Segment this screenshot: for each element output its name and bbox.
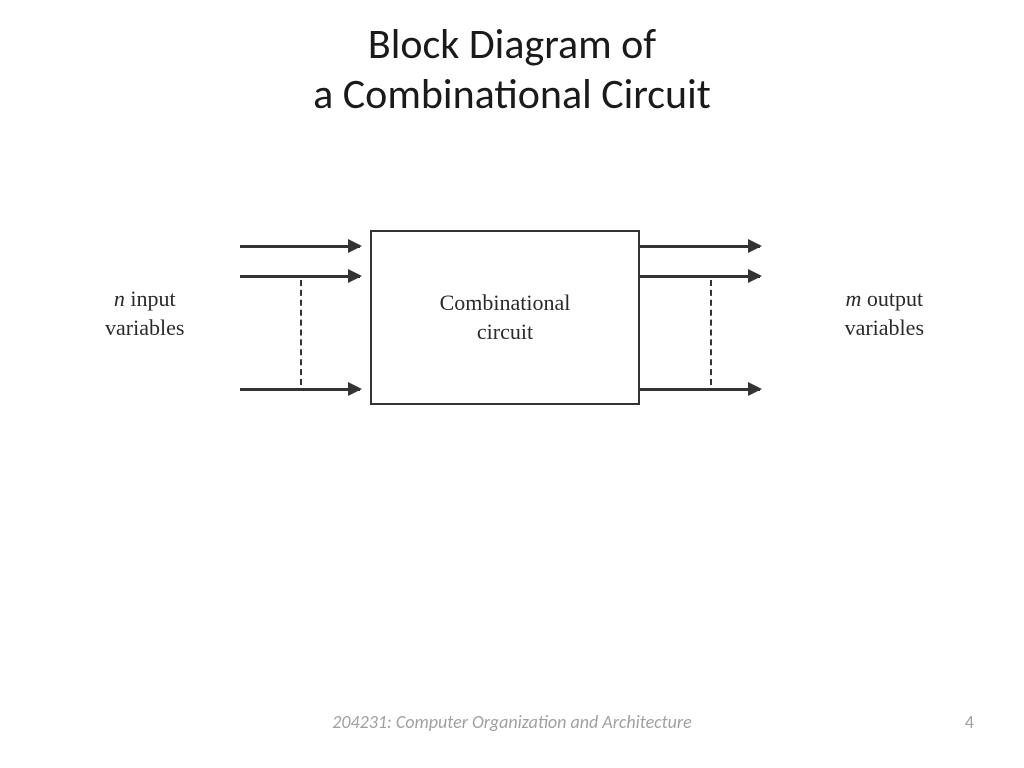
footer-course: 204231: Computer Organization and Archit… <box>0 711 1024 733</box>
box-label-line2: circuit <box>477 319 533 344</box>
input-dashed-line <box>300 280 302 385</box>
box-label-line1: Combinational <box>440 290 571 315</box>
output-arrow-1 <box>640 245 760 248</box>
input-text2: variables <box>105 315 184 340</box>
slide-title: Block Diagram of a Combinational Circuit <box>0 20 1024 121</box>
input-arrow-3 <box>240 388 360 391</box>
output-arrow-3 <box>640 388 760 391</box>
block-diagram: n input variables m output variables Com… <box>0 210 1024 430</box>
output-text2: variables <box>845 315 924 340</box>
output-variables-label: m output variables <box>845 285 924 342</box>
title-line2: a Combinational Circuit <box>0 70 1024 120</box>
input-text1: input <box>125 286 176 311</box>
output-text1: output <box>861 286 923 311</box>
page-number: 4 <box>965 711 974 733</box>
box-label: Combinational circuit <box>440 289 571 346</box>
input-arrow-1 <box>240 245 360 248</box>
input-variables-label: n input variables <box>105 285 184 342</box>
input-arrow-2 <box>240 275 360 278</box>
combinational-circuit-box: Combinational circuit <box>370 230 640 405</box>
output-dashed-line <box>710 280 712 385</box>
output-var-m: m <box>845 286 861 311</box>
title-line1: Block Diagram of <box>0 20 1024 70</box>
output-arrow-2 <box>640 275 760 278</box>
input-var-n: n <box>114 286 125 311</box>
